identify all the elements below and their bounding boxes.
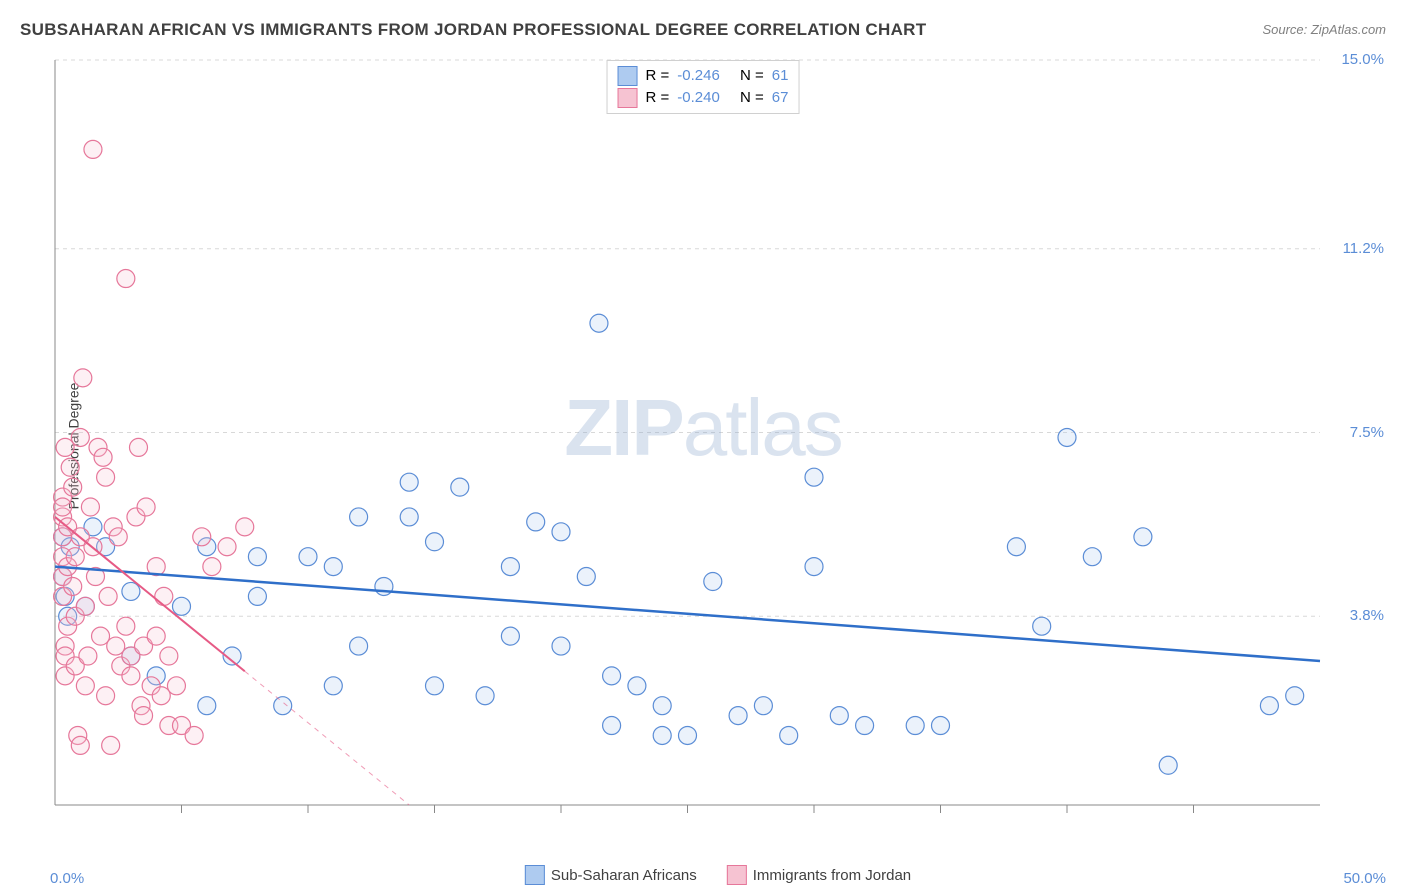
legend-swatch xyxy=(525,865,545,885)
y-tick-label: 15.0% xyxy=(1341,51,1384,68)
chart-title: SUBSAHARAN AFRICAN VS IMMIGRANTS FROM JO… xyxy=(20,20,926,39)
legend-r-label: R = xyxy=(646,87,670,109)
legend-label: Immigrants from Jordan xyxy=(753,867,911,884)
legend-n-label: N = xyxy=(740,65,764,87)
series-legend: Sub-Saharan Africans Immigrants from Jor… xyxy=(525,865,911,885)
source-label: Source: ZipAtlas.com xyxy=(1262,22,1386,37)
x-axis-min-label: 0.0% xyxy=(50,870,84,887)
legend-r-value: -0.240 xyxy=(677,87,720,109)
legend-n-value: 67 xyxy=(772,87,789,109)
legend-n-value: 61 xyxy=(772,65,789,87)
x-axis-labels: 0.0% Sub-Saharan Africans Immigrants fro… xyxy=(50,865,1386,887)
legend-label: Sub-Saharan Africans xyxy=(551,867,697,884)
correlation-legend-row: R = -0.246 N = 61 xyxy=(618,65,789,87)
y-tick-label: 3.8% xyxy=(1350,607,1384,624)
y-tick-label: 11.2% xyxy=(1343,240,1384,257)
scatter-chart xyxy=(50,55,1380,835)
legend-swatch xyxy=(618,66,638,86)
title-bar: SUBSAHARAN AFRICAN VS IMMIGRANTS FROM JO… xyxy=(20,20,1386,50)
legend-n-label: N = xyxy=(740,87,764,109)
legend-entry: Immigrants from Jordan xyxy=(727,865,911,885)
x-axis-max-label: 50.0% xyxy=(1343,870,1386,887)
legend-r-value: -0.246 xyxy=(677,65,720,87)
legend-swatch xyxy=(618,88,638,108)
plot-area xyxy=(50,55,1380,835)
legend-r-label: R = xyxy=(646,65,670,87)
legend-entry: Sub-Saharan Africans xyxy=(525,865,697,885)
legend-swatch xyxy=(727,865,747,885)
correlation-legend: R = -0.246 N = 61 R = -0.240 N = 67 xyxy=(607,60,800,114)
y-tick-label: 7.5% xyxy=(1350,424,1384,441)
correlation-legend-row: R = -0.240 N = 67 xyxy=(618,87,789,109)
